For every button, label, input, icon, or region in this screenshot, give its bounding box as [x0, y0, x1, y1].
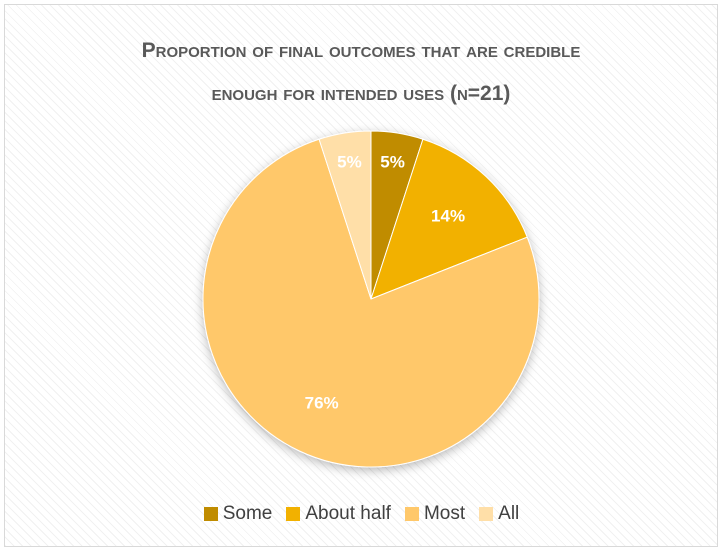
legend-swatch	[479, 507, 494, 521]
legend-swatch	[203, 507, 218, 521]
legend-label: Some	[222, 503, 273, 524]
legend-item-most: Most	[404, 503, 466, 525]
legend-item-about-half: About half	[286, 503, 391, 525]
data-label-some: 5%	[380, 152, 405, 171]
chart-title-line-1: Proportion of final outcomes that are cr…	[141, 39, 581, 62]
data-label-most: 76%	[305, 393, 339, 412]
data-label-all: 5%	[337, 152, 362, 171]
pie-slice-all	[318, 130, 372, 300]
pie-data-labels: 5% 14% 76% 5%	[305, 152, 465, 412]
legend-swatch	[404, 507, 419, 521]
pie-slice-most	[202, 138, 540, 468]
chart-legend: Some About half Most All	[0, 503, 723, 525]
legend-label: About half	[305, 503, 391, 524]
legend-item-all: All	[479, 503, 519, 525]
pie-slices	[202, 130, 540, 468]
legend-item-some: Some	[203, 503, 273, 525]
data-label-about-half: 14%	[431, 206, 465, 225]
pie-slice-about-half	[370, 138, 528, 300]
legend-swatch	[286, 507, 301, 521]
chart-title-line-2: enough for intended uses (n=21)	[211, 82, 511, 105]
legend-label: All	[498, 503, 520, 524]
legend-label: Most	[423, 503, 466, 524]
